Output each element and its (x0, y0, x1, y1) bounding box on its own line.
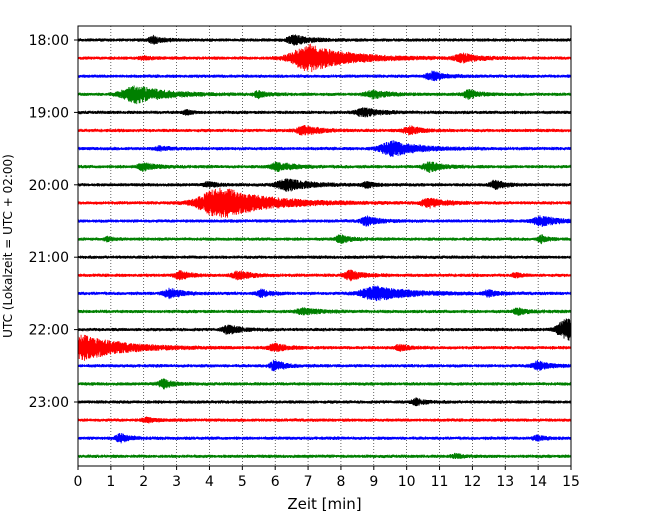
trace-1945 (77, 161, 572, 173)
x-tick-label: 14 (529, 474, 547, 490)
x-tick-label: 7 (304, 474, 313, 490)
trace-1930 (77, 140, 572, 157)
x-tick-label: 1 (106, 474, 115, 490)
x-axis-ticks: 0 1 2 3 4 5 6 7 8 9 10 11 12 13 14 15 (74, 466, 580, 490)
y-tick-label: 19:00 (29, 105, 69, 121)
trace-1830 (77, 70, 572, 82)
y-axis-title: UTC (Lokalzeit = UTC + 02:00) (1, 154, 15, 338)
trace-2300 (77, 397, 572, 407)
trace-1815 (77, 43, 572, 73)
trace-2130 (77, 285, 572, 302)
trace-2100 (77, 255, 572, 260)
trace-1845 (77, 85, 572, 105)
x-tick-label: 15 (562, 474, 580, 490)
trace-2015 (77, 187, 572, 218)
trace-2330 (77, 432, 572, 444)
trace-2030 (77, 215, 572, 228)
x-axis-title: Zeit [min] (287, 495, 361, 513)
x-tick-label: 4 (205, 474, 214, 490)
trace-2115 (77, 269, 572, 282)
x-tick-label: 2 (139, 474, 148, 490)
x-tick-label: 8 (336, 474, 345, 490)
x-tick-label: 5 (238, 474, 247, 490)
x-tick-label: 12 (463, 474, 481, 490)
trace-2230 (77, 359, 572, 372)
plot-frame (77, 25, 572, 467)
trace-2200 (77, 318, 572, 341)
trace-2345 (77, 452, 572, 459)
x-tick-label: 3 (172, 474, 181, 490)
y-tick-label: 21:00 (29, 250, 69, 266)
trace-1915 (77, 124, 572, 136)
y-tick-label: 23:00 (29, 395, 69, 411)
trace-layer (77, 34, 572, 459)
x-tick-label: 13 (496, 474, 514, 490)
x-tick-label: 6 (271, 474, 280, 490)
x-tick-label: 9 (369, 474, 378, 490)
y-tick-label: 18:00 (29, 33, 69, 49)
x-tick-label: 11 (431, 474, 449, 490)
y-tick-label: 20:00 (29, 178, 69, 194)
trace-2045 (77, 234, 572, 245)
trace-2215 (77, 334, 572, 361)
trace-2245 (77, 378, 572, 390)
grid-layer (110, 26, 539, 466)
trace-2000 (77, 178, 572, 192)
y-tick-label: 22:00 (29, 323, 69, 339)
trace-2315 (77, 416, 572, 424)
x-tick-label: 10 (398, 474, 416, 490)
trace-1900 (77, 107, 572, 118)
trace-2145 (77, 307, 572, 316)
x-tick-label: 0 (74, 474, 83, 490)
trace-1800 (77, 34, 572, 46)
y-axis-ticks: 18:00 19:00 20:00 21:00 22:00 23:00 (29, 33, 78, 411)
